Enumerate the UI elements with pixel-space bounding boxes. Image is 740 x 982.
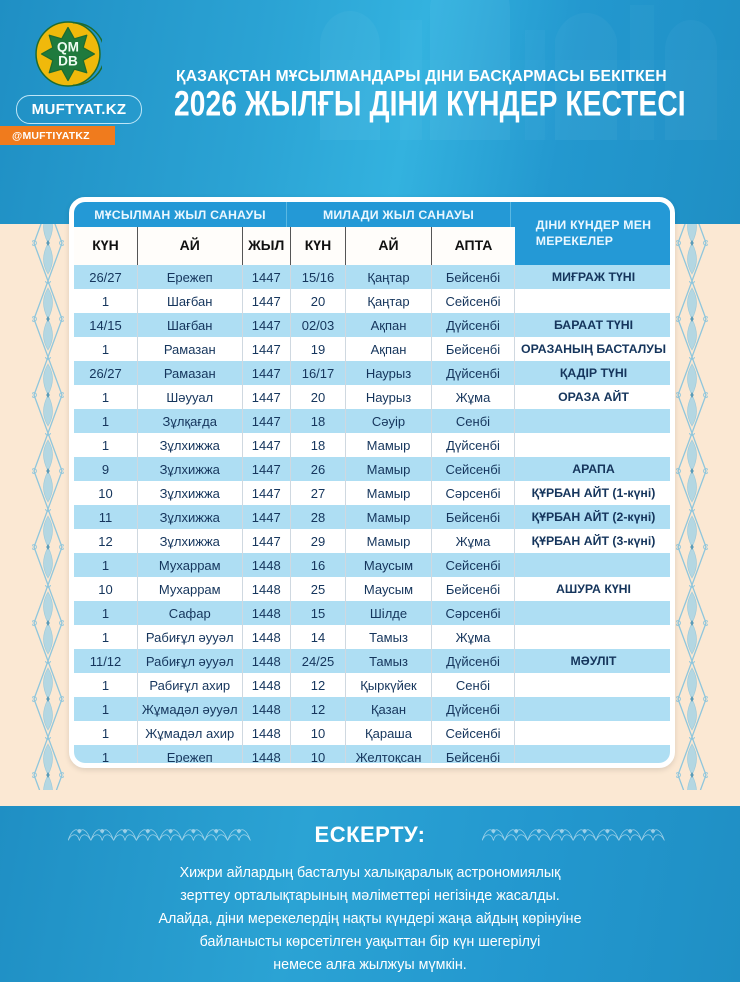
svg-text:DB: DB [58,54,78,69]
svg-text:QM: QM [57,39,79,54]
